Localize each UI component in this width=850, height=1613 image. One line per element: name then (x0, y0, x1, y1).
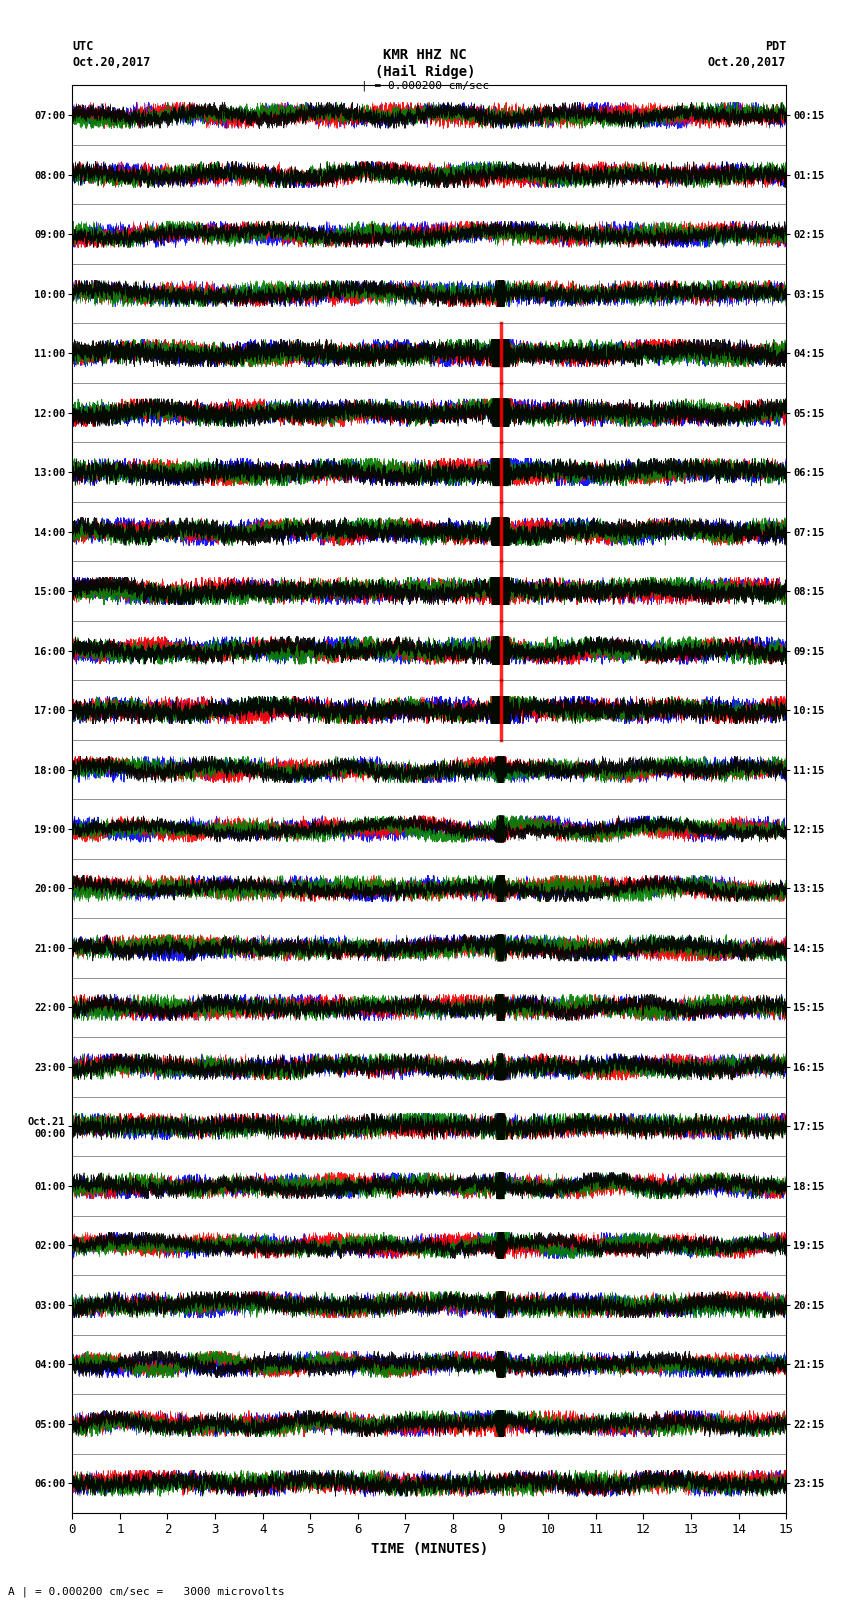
Text: A | = 0.000200 cm/sec =   3000 microvolts: A | = 0.000200 cm/sec = 3000 microvolts (8, 1586, 286, 1597)
Text: KMR HHZ NC: KMR HHZ NC (383, 48, 467, 63)
Text: PDT: PDT (765, 40, 786, 53)
Text: | = 0.000200 cm/sec: | = 0.000200 cm/sec (361, 81, 489, 92)
Text: UTC: UTC (72, 40, 94, 53)
Text: Oct.20,2017: Oct.20,2017 (708, 56, 786, 69)
X-axis label: TIME (MINUTES): TIME (MINUTES) (371, 1542, 488, 1557)
Text: (Hail Ridge): (Hail Ridge) (375, 65, 475, 79)
Text: Oct.20,2017: Oct.20,2017 (72, 56, 150, 69)
